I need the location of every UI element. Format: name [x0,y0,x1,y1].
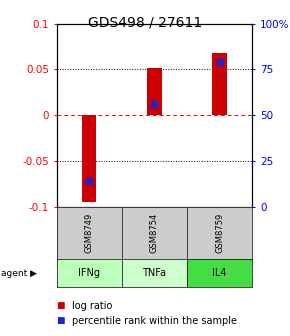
Text: ■: ■ [57,317,65,325]
Bar [213,53,227,115]
Bar [82,115,96,202]
Text: TNFa: TNFa [142,268,166,278]
Text: agent ▶: agent ▶ [1,268,37,278]
Text: IFNg: IFNg [78,268,100,278]
Text: GDS498 / 27611: GDS498 / 27611 [88,15,202,29]
Text: GSM8754: GSM8754 [150,213,159,253]
Text: ■: ■ [57,301,65,310]
Text: log ratio: log ratio [72,301,113,311]
Text: percentile rank within the sample: percentile rank within the sample [72,316,238,326]
Text: IL4: IL4 [212,268,227,278]
Text: GSM8749: GSM8749 [85,213,94,253]
Text: GSM8759: GSM8759 [215,213,224,253]
Bar [147,69,162,115]
